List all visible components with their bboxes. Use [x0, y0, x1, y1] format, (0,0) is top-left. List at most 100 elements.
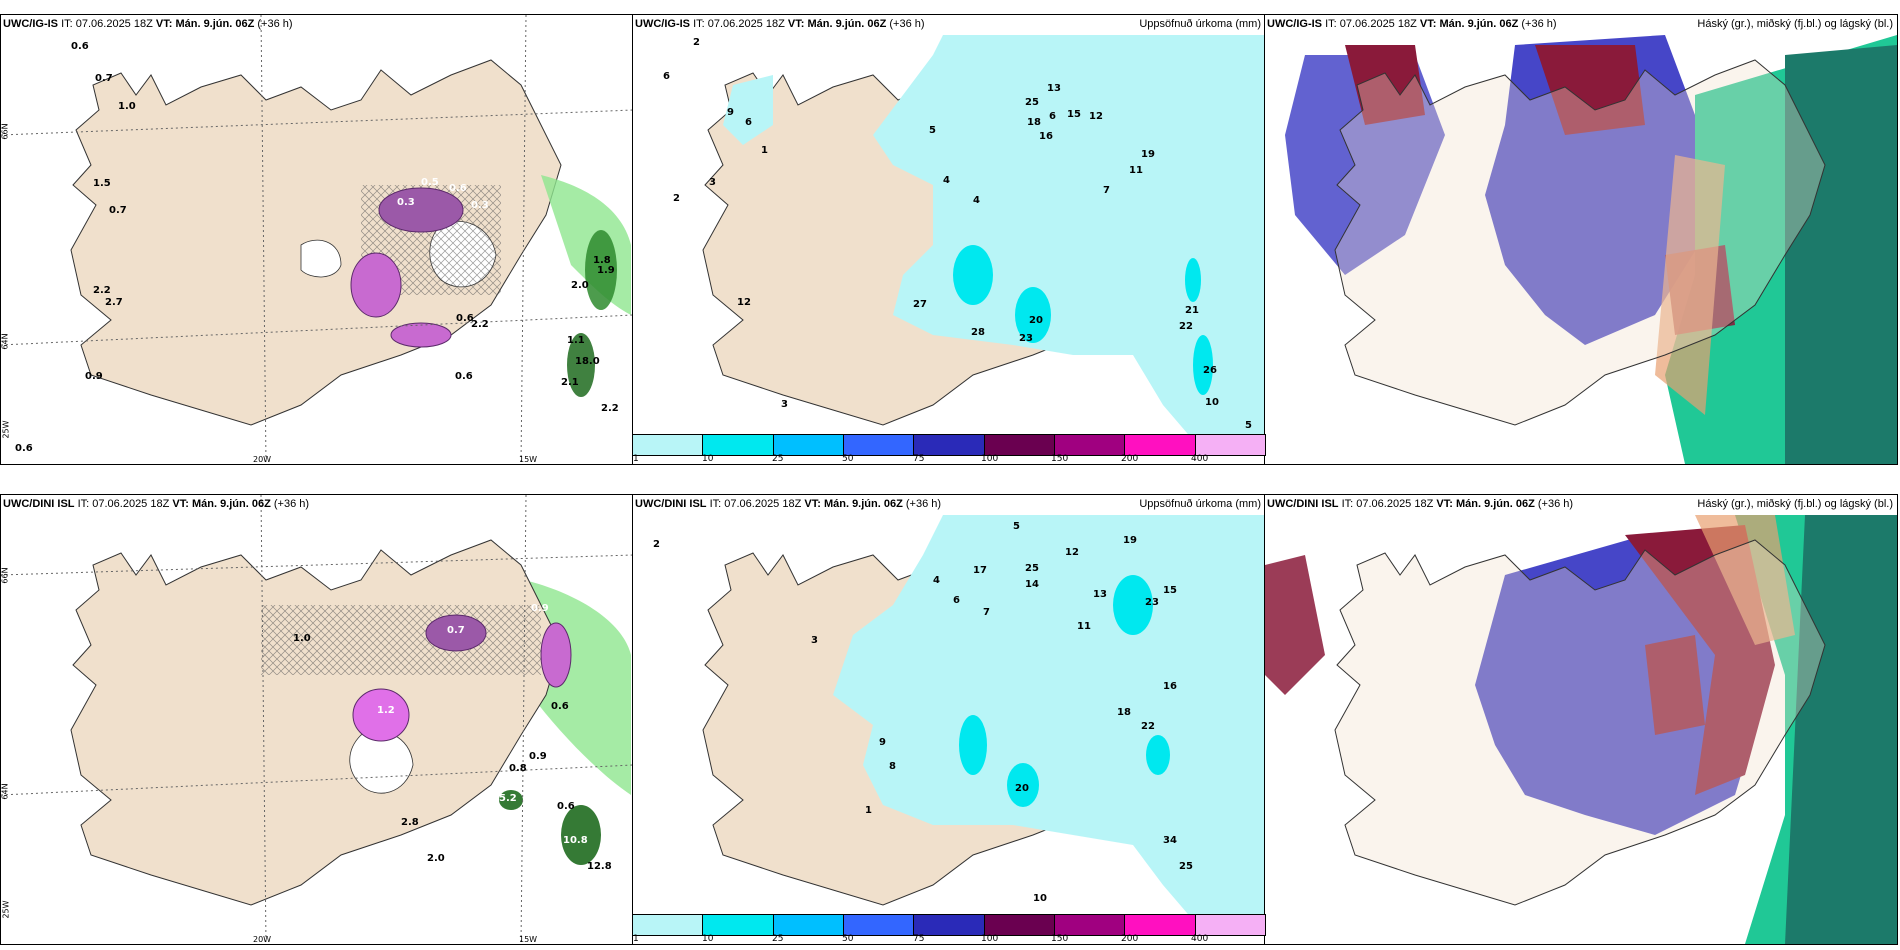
precip-value: 6 — [663, 71, 670, 82]
cloud-title: Háský (gr.), miðský (fj.bl.) og lágský (… — [1697, 498, 1893, 510]
precip-value: 6 — [953, 595, 960, 606]
colorbar-segment — [773, 435, 844, 455]
model-name: UWC/IG-IS — [635, 18, 690, 30]
colorbar-segment — [633, 915, 704, 935]
precip-value: 13 — [1047, 83, 1061, 94]
low-cloud-dark — [1785, 45, 1897, 464]
panel-title: UWC/IG-IS IT: 07.06.2025 18Z VT: Mán. 9.… — [635, 18, 925, 30]
precip-value: 25 — [1025, 563, 1039, 574]
precip-value: 10 — [1205, 397, 1219, 408]
orange-band — [1655, 155, 1725, 415]
colorbar-segment — [633, 435, 704, 455]
precip-value: 2 — [693, 37, 700, 48]
lead-time: (+36 h) — [257, 18, 293, 30]
colorbar-segment — [1195, 915, 1265, 935]
precip-green-east — [541, 175, 631, 315]
colorbar-tick: 400 — [1191, 934, 1209, 944]
vt-value: Mán. 9.jún. 06Z — [1455, 498, 1535, 510]
precip-darkgreen-1 — [499, 790, 523, 810]
colorbar-tick: 200 — [1121, 454, 1139, 464]
precip-darkgreen-2 — [567, 333, 595, 397]
precip-value: 18 — [1117, 707, 1131, 718]
precip-value: 5 — [929, 125, 936, 136]
precip-value: 19 — [1123, 535, 1137, 546]
orange-band — [1695, 515, 1795, 645]
precip-value: 3 — [781, 399, 788, 410]
wind-value: 2.8 — [401, 817, 419, 828]
panel-title: UWC/DINI ISL IT: 07.06.2025 18Z VT: Mán.… — [1267, 498, 1573, 510]
glacier-langjokull — [300, 239, 342, 278]
colorbar-tick: 1 — [633, 454, 639, 464]
vt-value: Mán. 9.jún. 06Z — [1439, 18, 1519, 30]
precip-cyan — [1015, 287, 1051, 343]
precip-area-west — [723, 75, 773, 145]
precip-value: 1 — [761, 145, 768, 156]
colorbar-segment — [843, 915, 915, 935]
colorbar-tick: 75 — [913, 454, 925, 464]
precip-value: 1 — [865, 805, 872, 816]
precip-value: 23 — [1145, 597, 1159, 608]
vt-label: VT: — [787, 18, 805, 30]
it-value: 07.06.2025 18Z — [724, 498, 802, 510]
precip-value: 9 — [727, 107, 734, 118]
cloud-map-panel-row2: UWC/DINI ISL IT: 07.06.2025 18Z VT: Mán.… — [1264, 494, 1898, 945]
precip-purple-3 — [390, 322, 452, 348]
it-label: IT: — [693, 18, 705, 30]
vt-label: VT: — [172, 498, 189, 510]
precip-area — [873, 35, 1265, 440]
colorbar-tick: 25 — [772, 454, 784, 464]
lon-label-25w: 25W — [1, 900, 11, 919]
colorbar-segment — [703, 435, 774, 455]
colorbar-segment — [984, 435, 1055, 455]
colorbar-segment — [1054, 915, 1126, 935]
wind-value: 0.6 — [15, 443, 33, 454]
colorbar-tick: 10 — [702, 934, 714, 944]
precip-value: 12 — [1065, 547, 1079, 558]
precip-value: 6 — [1049, 111, 1056, 122]
wind-value: 0.9 — [529, 751, 547, 762]
colorbar-tick: 100 — [981, 934, 999, 944]
precip-value: 14 — [1025, 579, 1039, 590]
lead-time: (+36 h) — [1521, 18, 1557, 30]
wind-map-svg — [1, 15, 633, 464]
precip-purple-2 — [352, 688, 410, 742]
colorbar-segment — [1054, 435, 1126, 455]
mid-cloud-area — [1485, 35, 1705, 345]
precip-value: 11 — [1129, 165, 1143, 176]
precip-value: 10 — [1033, 893, 1047, 904]
wind-value: 1.0 — [118, 101, 136, 112]
precip-value: 15 — [1163, 585, 1177, 596]
it-label: IT: — [77, 498, 90, 510]
precip-area — [833, 515, 1265, 920]
model-name: UWC/IG-IS — [1267, 18, 1322, 30]
colorbar-segment — [703, 915, 774, 935]
it-label: IT: — [1341, 498, 1354, 510]
wind-map-svg — [1, 495, 633, 944]
panel-title: UWC/DINI ISL IT: 07.06.2025 18Z VT: Mán.… — [635, 498, 941, 510]
lon-label-20w: 20W — [253, 455, 272, 464]
wind-value: 0.6 — [557, 801, 575, 812]
wind-value: 10.8 — [563, 835, 588, 846]
cloud-map-svg — [1265, 515, 1897, 944]
iceland-land — [1334, 539, 1826, 906]
precip-value: 3 — [709, 177, 716, 188]
lead-time: (+36 h) — [905, 498, 942, 510]
low-cloud-dark — [1785, 515, 1897, 944]
precip-value: 16 — [1163, 681, 1177, 692]
colorbar-segment — [984, 915, 1055, 935]
wind-value: 2.2 — [471, 319, 489, 330]
wind-value: 18.0 — [575, 356, 600, 367]
vt-value: Mán. 9.jún. 06Z — [191, 498, 271, 510]
precip-value: 3 — [811, 635, 818, 646]
precip-value: 23 — [1019, 333, 1033, 344]
precip-title: Uppsöfnuð úrkoma (mm) — [1139, 18, 1261, 30]
wind-value: 1.0 — [293, 633, 311, 644]
wind-value: 2.0 — [427, 853, 445, 864]
wind-value: 0.6 — [551, 701, 569, 712]
cloud-map-panel-row1: UWC/IG-IS IT: 07.06.2025 18Z VT: Mán. 9.… — [1264, 14, 1898, 465]
wind-value: 1.8 — [593, 255, 611, 266]
precip-value: 9 — [879, 737, 886, 748]
cloud-map-svg — [1265, 35, 1897, 464]
precip-cyan — [1007, 763, 1039, 807]
precip-cyan — [1113, 575, 1153, 635]
